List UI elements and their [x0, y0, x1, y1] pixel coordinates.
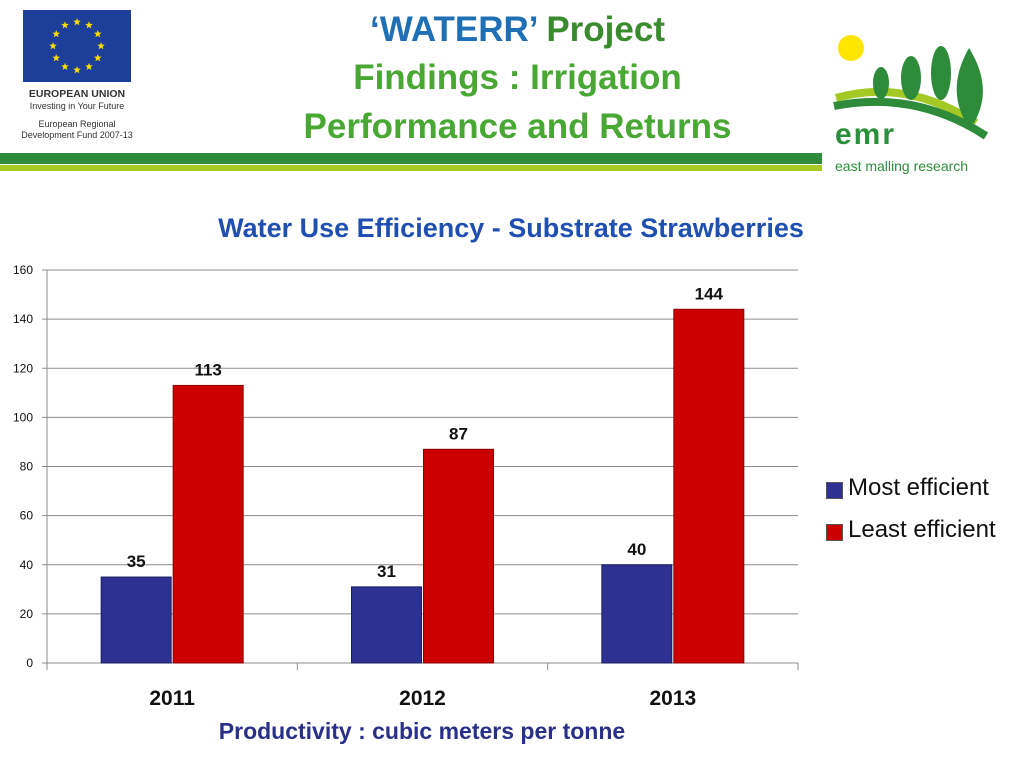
- y-tick-label: 0: [26, 656, 33, 670]
- legend-swatch-most-efficient: [826, 482, 843, 499]
- legend-swatch-least-efficient: [826, 524, 843, 541]
- eu-star-icon: [73, 18, 81, 26]
- eu-star-icon: [73, 66, 81, 74]
- data-label: 31: [377, 562, 396, 581]
- bar-least-efficient-2013: [673, 308, 745, 664]
- eu-star-icon: [97, 42, 105, 50]
- slide-header: EUROPEAN UNION Investing in Your Future …: [0, 0, 1024, 182]
- eu-star-icon: [61, 21, 69, 29]
- y-tick-label: 80: [20, 460, 34, 474]
- legend-label-least-efficient: Least efficient: [848, 516, 996, 543]
- data-label: 87: [449, 424, 468, 443]
- eu-star-icon: [85, 62, 93, 71]
- eu-star-icon: [52, 54, 61, 62]
- y-tick-label: 60: [20, 509, 34, 523]
- chart-title: Water Use Efficiency - Substrate Strawbe…: [218, 213, 804, 243]
- eu-star-icon: [85, 21, 93, 29]
- eu-logo-line2: Investing in Your Future: [29, 101, 125, 111]
- title-project: Project: [546, 10, 665, 49]
- x-tick-label: 2013: [649, 687, 696, 710]
- y-tick-label: 40: [20, 558, 34, 572]
- data-label: 35: [127, 552, 146, 571]
- eu-logo-line1: EUROPEAN UNION: [28, 88, 126, 100]
- data-label: 113: [194, 360, 221, 379]
- emr-logo-text: emr: [835, 118, 897, 151]
- bar-most-efficient-2013: [601, 564, 673, 664]
- bar-chart: 0 20 40 60 80 100 120 140 160 35 113 2011 31 87 2012 40…: [13, 263, 799, 710]
- data-label: 40: [627, 540, 646, 559]
- eu-star-icon: [61, 62, 69, 71]
- y-tick-label: 100: [13, 410, 33, 424]
- emr-leaf-logo-icon: [833, 35, 989, 140]
- eu-logo-line3: European Regional: [38, 119, 116, 129]
- eu-logo-line4: Development Fund 2007-13: [21, 130, 133, 140]
- slide-title-line1: ‘WATERR’ Project: [240, 10, 795, 50]
- emr-logo-subtext: east malling research: [835, 158, 969, 174]
- legend-label-most-efficient: Most efficient: [848, 474, 989, 501]
- eu-star-icon: [52, 30, 61, 38]
- eu-star-icon: [93, 54, 102, 62]
- eu-flag-icon: [23, 10, 131, 82]
- y-tick-label: 140: [13, 312, 33, 326]
- slide-title-line3: Performance and Returns: [303, 107, 732, 146]
- title-quote: ‘WATERR’: [370, 10, 537, 49]
- bar-most-efficient-2011: [100, 576, 172, 664]
- bar-most-efficient-2012: [351, 586, 422, 664]
- x-tick-label: 2012: [399, 687, 446, 710]
- y-tick-label: 160: [13, 263, 33, 277]
- header-divider-green: [0, 153, 822, 164]
- bar-least-efficient-2011: [172, 384, 244, 664]
- eu-logo: EUROPEAN UNION Investing in Your Future …: [18, 10, 136, 140]
- x-tick-label: 2011: [149, 687, 195, 710]
- bar-least-efficient-2012: [423, 448, 494, 664]
- y-tick-label: 120: [13, 361, 33, 375]
- data-label: 144: [695, 284, 724, 303]
- y-tick-label: 20: [20, 607, 34, 621]
- slide-title-line2: Findings : Irrigation: [353, 58, 682, 97]
- header-divider-yellow: [0, 165, 822, 171]
- eu-star-icon: [49, 42, 57, 50]
- eu-star-icon: [93, 30, 102, 38]
- x-axis-label: Productivity : cubic meters per tonne: [218, 718, 626, 744]
